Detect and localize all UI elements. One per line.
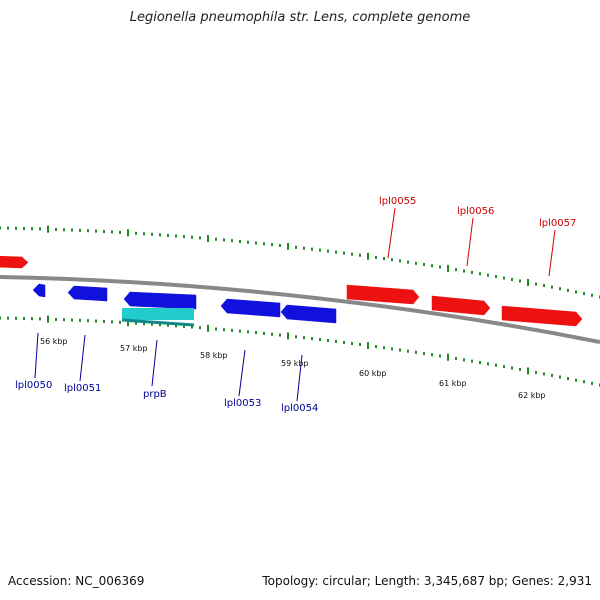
scale-label: 57 kbp [120, 344, 148, 353]
gene-label-prpB[interactable]: prpB [143, 389, 167, 400]
leader-lpl0055 [387, 207, 396, 259]
gene-features [0, 255, 583, 327]
gene-arrow-lpl0053 [220, 298, 281, 318]
gene-label-lpl0050[interactable]: lpl0050 [15, 380, 52, 391]
scale-label: 61 kbp [439, 379, 467, 388]
topology-summary: Topology: circular; Length: 3,345,687 bp… [262, 574, 592, 588]
gene-label-lpl0054[interactable]: lpl0054 [281, 403, 318, 414]
gene-arrow-prpB [123, 291, 197, 310]
leader-lpl0051 [79, 334, 86, 382]
gene-arrow-lpl0055 [346, 284, 420, 305]
gene-arrow-lpl0054 [280, 304, 337, 324]
scale-label: 62 kbp [518, 391, 546, 400]
gene-label-lpl0057[interactable]: lpl0057 [539, 218, 576, 229]
gene-arrow-lpl0057 [501, 305, 583, 327]
gene-arrow-lpl0051 [67, 285, 108, 302]
gene-arrow-lpl0056 [431, 295, 491, 316]
scale-label: 60 kbp [359, 369, 387, 378]
leader-lpl0053 [238, 349, 246, 397]
genome-backbone [0, 275, 600, 344]
inner-tick-track [0, 315, 600, 387]
leader-lpl0057 [548, 229, 556, 277]
map-title: Legionella pneumophila str. Lens, comple… [129, 10, 471, 25]
label-leaders [34, 207, 556, 402]
leader-lpl0050 [34, 332, 39, 379]
accession-text: Accession: NC_006369 [8, 574, 145, 588]
scale-label: 59 kbp [281, 359, 309, 368]
gene-rna-block [122, 308, 194, 320]
gene-rna-shadow [121, 318, 195, 327]
scale-label: 58 kbp [200, 351, 228, 360]
leader-lpl0056 [466, 217, 474, 267]
gene-label-lpl0055[interactable]: lpl0055 [379, 196, 416, 207]
outer-tick-track [0, 225, 600, 299]
leader-lpl0054 [296, 354, 303, 402]
scale-label: 56 kbp [40, 337, 68, 346]
gene-label-lpl0051[interactable]: lpl0051 [64, 383, 101, 394]
label-layer: 56 kbp 57 kbp 58 kbp 59 kbp 60 kbp 61 kb… [15, 196, 576, 414]
gene-arrow [0, 255, 29, 269]
gene-arrow-lpl0050 [32, 283, 46, 298]
gene-label-lpl0053[interactable]: lpl0053 [224, 398, 261, 409]
leader-prpB [151, 339, 158, 387]
gene-label-lpl0056[interactable]: lpl0056 [457, 206, 494, 217]
